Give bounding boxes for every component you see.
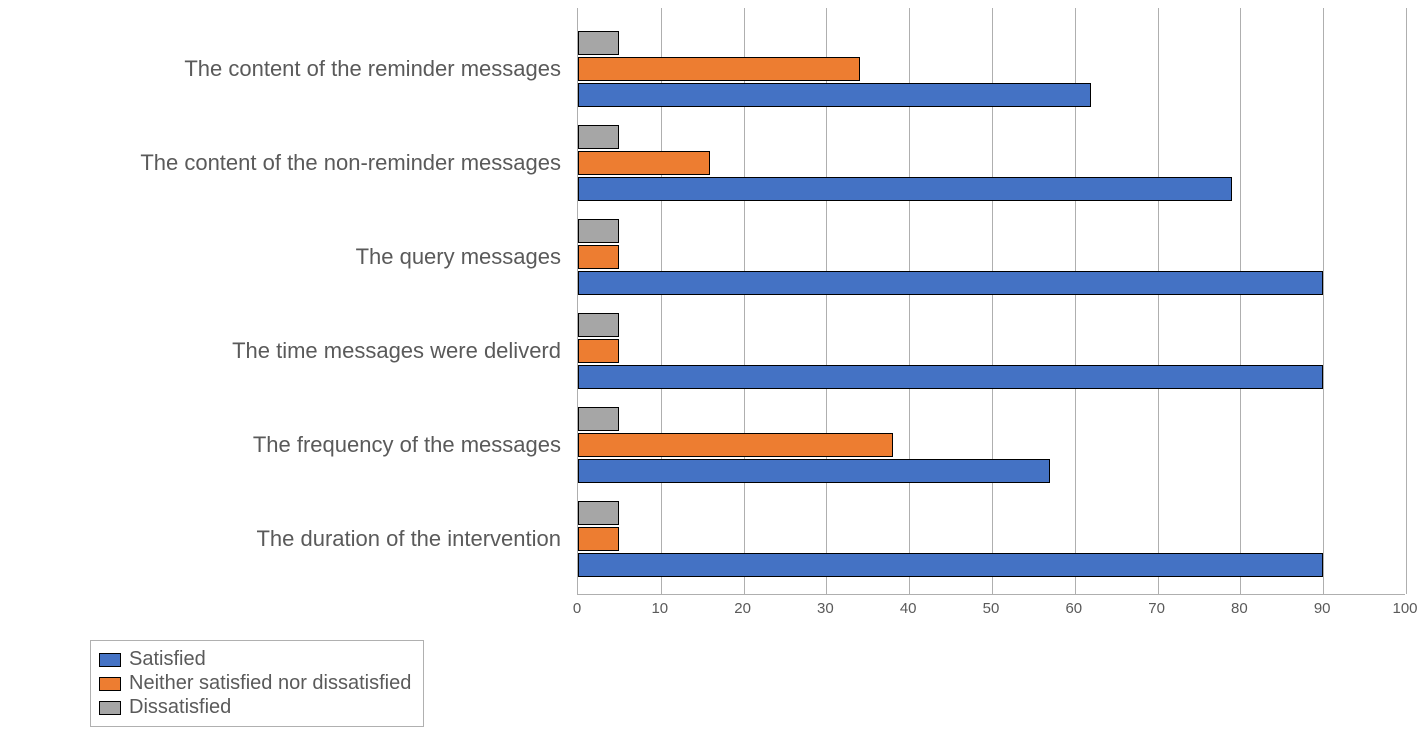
x-tick-label: 90 xyxy=(1302,600,1342,617)
x-tick-label: 100 xyxy=(1385,600,1418,617)
x-tick-label: 70 xyxy=(1137,600,1177,617)
category-label: The content of the reminder messages xyxy=(1,55,561,81)
legend-item-neither: Neither satisfied nor dissatisfied xyxy=(99,672,411,695)
bar-satisfied xyxy=(578,553,1323,577)
bar-satisfied xyxy=(578,271,1323,295)
x-tick-label: 50 xyxy=(971,600,1011,617)
category-group: The duration of the intervention xyxy=(0,501,1418,577)
bar-neither xyxy=(578,151,710,175)
x-tick-label: 60 xyxy=(1054,600,1094,617)
category-group: The query messages xyxy=(0,219,1418,295)
legend-swatch xyxy=(99,677,121,691)
bar-dissatisfied xyxy=(578,501,619,525)
bar-dissatisfied xyxy=(578,125,619,149)
category-label: The query messages xyxy=(1,243,561,269)
bar-neither xyxy=(578,245,619,269)
bar-neither xyxy=(578,433,893,457)
category-group: The time messages were deliverd xyxy=(0,313,1418,389)
category-group: The content of the non-reminder messages xyxy=(0,125,1418,201)
satisfaction-bar-chart: 0 10 20 30 40 50 60 70 80 90 100 The content of th… xyxy=(0,0,1418,735)
category-group: The frequency of the messages xyxy=(0,407,1418,483)
legend-label: Neither satisfied nor dissatisfied xyxy=(129,672,411,695)
legend-item-dissatisfied: Dissatisfied xyxy=(99,696,411,719)
category-label: The duration of the intervention xyxy=(1,525,561,551)
bar-dissatisfied xyxy=(578,407,619,431)
x-tick-label: 0 xyxy=(557,600,597,617)
bar-satisfied xyxy=(578,459,1050,483)
bar-neither xyxy=(578,57,860,81)
bar-satisfied xyxy=(578,365,1323,389)
category-label: The frequency of the messages xyxy=(1,431,561,457)
bar-satisfied xyxy=(578,177,1232,201)
x-tick-label: 10 xyxy=(640,600,680,617)
x-tick-label: 20 xyxy=(723,600,763,617)
x-tick-label: 80 xyxy=(1219,600,1259,617)
bar-satisfied xyxy=(578,83,1091,107)
bar-neither xyxy=(578,527,619,551)
legend-label: Dissatisfied xyxy=(129,696,231,719)
category-group: The content of the reminder messages xyxy=(0,31,1418,107)
legend-swatch xyxy=(99,701,121,715)
x-tick-label: 40 xyxy=(888,600,928,617)
legend-label: Satisfied xyxy=(129,648,206,671)
category-label: The content of the non-reminder messages xyxy=(1,149,561,175)
bar-dissatisfied xyxy=(578,31,619,55)
legend-swatch xyxy=(99,653,121,667)
bar-neither xyxy=(578,339,619,363)
legend: SatisfiedNeither satisfied nor dissatisf… xyxy=(90,640,424,727)
legend-item-satisfied: Satisfied xyxy=(99,648,411,671)
bar-dissatisfied xyxy=(578,313,619,337)
bar-dissatisfied xyxy=(578,219,619,243)
x-tick-label: 30 xyxy=(805,600,845,617)
category-label: The time messages were deliverd xyxy=(1,337,561,363)
